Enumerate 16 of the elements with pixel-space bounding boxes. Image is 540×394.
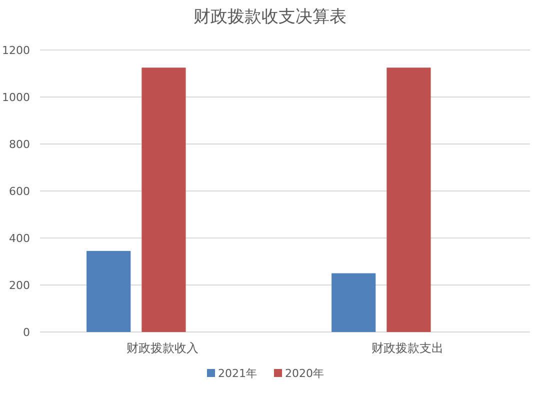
- bar: [386, 68, 431, 332]
- bar: [86, 250, 131, 332]
- y-tick-label: 1200: [2, 44, 30, 57]
- chart-title: 财政拨款收支决算表: [194, 7, 346, 27]
- y-tick-label: 200: [9, 279, 30, 292]
- y-tick-label: 400: [9, 232, 30, 245]
- x-tick-label: 财政拨款支出: [372, 341, 444, 355]
- bar: [332, 273, 376, 332]
- y-tick-label: 1000: [2, 91, 30, 104]
- bar: [142, 68, 186, 332]
- y-tick-label: 0: [23, 326, 30, 339]
- y-tick-label: 600: [9, 185, 30, 198]
- legend-label: 2021年: [218, 367, 257, 380]
- x-tick-label: 财政拨款收入: [126, 341, 198, 355]
- y-tick-label: 800: [9, 138, 30, 151]
- legend-label: 2020年: [285, 367, 324, 380]
